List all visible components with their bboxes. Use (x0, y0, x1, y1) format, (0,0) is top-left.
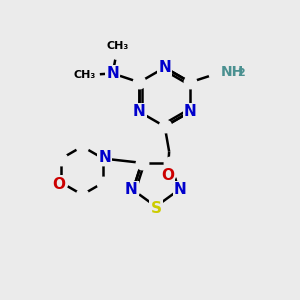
Text: N: N (98, 150, 111, 165)
Text: N: N (184, 104, 197, 119)
Text: S: S (150, 200, 161, 215)
Text: N: N (174, 182, 187, 197)
Text: O: O (161, 167, 174, 182)
Text: 2: 2 (237, 68, 245, 78)
Text: NH: NH (221, 65, 244, 79)
Text: CH₃: CH₃ (73, 70, 95, 80)
Text: N: N (125, 182, 138, 197)
Text: N: N (133, 104, 146, 119)
Text: N: N (106, 66, 119, 81)
Text: CH₃: CH₃ (106, 41, 128, 51)
Text: N: N (158, 60, 171, 75)
Text: O: O (52, 177, 65, 192)
